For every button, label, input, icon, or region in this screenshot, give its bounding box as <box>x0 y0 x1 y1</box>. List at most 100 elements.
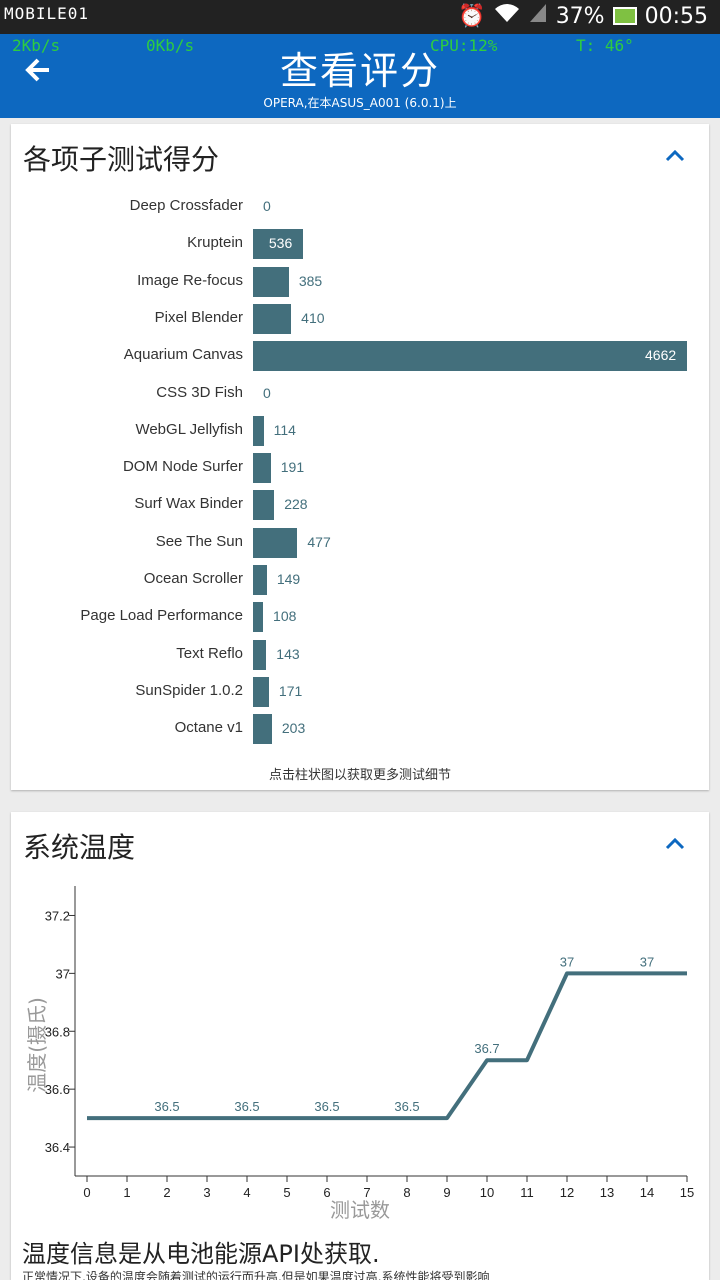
bar-category-label: Aquarium Canvas <box>123 346 243 364</box>
x-tick-label: 10 <box>480 1185 494 1200</box>
x-tick-label: 15 <box>680 1185 694 1200</box>
subtest-bar-row[interactable]: WebGL Jellyfish 114 <box>11 415 709 446</box>
overlay-download-speed: 0Kb/s <box>146 36 195 55</box>
subtest-bar-row[interactable]: CSS 3D Fish 0 <box>11 379 709 409</box>
bar-value-label: 410 <box>301 309 325 326</box>
bar-value-label: 0 <box>263 198 271 214</box>
data-point-label: 36.7 <box>474 1041 499 1056</box>
bar-category-label: DOM Node Surfer <box>122 458 243 476</box>
bar-value-label: 108 <box>273 608 297 625</box>
status-icons: ⏰ 37% 00:55 <box>458 2 708 30</box>
x-tick-label: 9 <box>443 1185 450 1200</box>
bar-value-label: 143 <box>276 645 300 662</box>
subtest-bar-row[interactable]: DOM Node Surfer 191 <box>11 453 709 484</box>
wifi-icon <box>494 2 520 30</box>
app-bar: 查看评分 OPERA,在本ASUS_A001 (6.0.1)上 <box>0 34 720 118</box>
subtest-bar-row[interactable]: SunSpider 1.0.2 171 <box>11 676 709 707</box>
bar-value-label: 0 <box>263 384 271 401</box>
bar[interactable] <box>253 303 292 334</box>
bar-category-label: Surf Wax Binder <box>134 495 243 513</box>
bar-value-label: 228 <box>284 496 308 513</box>
bar-value-label: 385 <box>298 272 323 289</box>
temperature-series-line <box>87 971 687 1121</box>
signal-icon <box>528 2 548 30</box>
chart-hint: 点击柱状图以获取更多测试细节 <box>268 768 451 783</box>
bar-category-label: Deep Crossfader <box>129 197 243 214</box>
temperature-heading: 系统温度 <box>23 831 136 864</box>
bar[interactable] <box>253 490 275 521</box>
bar-category-label: WebGL Jellyfish <box>135 420 243 438</box>
x-tick-label: 2 <box>163 1185 170 1200</box>
bar-value-label: 114 <box>273 421 296 438</box>
overlay-temperature: T: 46° <box>576 36 634 55</box>
collapse-chevron-icon[interactable] <box>661 830 689 858</box>
bar[interactable] <box>253 453 271 484</box>
bar-value-label: 536 <box>268 235 293 252</box>
page-subtitle: OPERA,在本ASUS_A001 (6.0.1)上 <box>263 96 457 110</box>
subtest-bar-row[interactable]: Page Load Performance 108 <box>11 602 709 633</box>
bar[interactable] <box>253 639 267 670</box>
bar[interactable] <box>253 602 264 633</box>
system-temperature-card: 系统温度 <box>11 812 709 1280</box>
subtest-bar-row[interactable]: Ocean Scroller 149 <box>11 565 709 595</box>
bar-value-label: 149 <box>276 571 301 587</box>
subtest-bar-row[interactable]: Octane v1 203 <box>11 714 709 745</box>
x-tick-label: 12 <box>560 1185 574 1200</box>
bar[interactable] <box>253 527 298 558</box>
battery-percent: 37% <box>555 3 605 29</box>
bar-category-label: See The Sun <box>155 532 243 550</box>
subtest-bar-row[interactable]: Image Re-focus 385 <box>11 266 709 297</box>
x-tick-label: 3 <box>203 1185 210 1200</box>
bar-category-label: SunSpider 1.0.2 <box>135 681 243 699</box>
x-tick-label: 11 <box>520 1185 534 1200</box>
bar-category-label: Kruptein <box>187 234 243 252</box>
bar[interactable] <box>253 676 269 707</box>
y-tick-label: 36.4 <box>45 1140 70 1155</box>
y-axis-title: 温度(摄氏) <box>25 997 49 1093</box>
subtest-bar-row[interactable]: Text Reflo 143 <box>11 639 709 670</box>
subtest-bar-row[interactable]: Deep Crossfader 0 <box>11 192 709 222</box>
bar-value-label: 191 <box>280 459 305 476</box>
data-point-label: 37 <box>560 954 574 969</box>
subtest-bar-row[interactable]: Surf Wax Binder 228 <box>11 490 709 521</box>
bar[interactable] <box>253 229 303 260</box>
x-tick-label: 7 <box>363 1185 370 1200</box>
bar-category-label: Image Re-focus <box>137 271 243 289</box>
y-tick-label: 37 <box>56 966 70 981</box>
y-tick-label: 37.2 <box>45 908 70 923</box>
subtest-scores-card: 各项子测试得分 Deep Crossfader 0 Kruptein 536 Image… <box>11 124 709 790</box>
bar-category-label: Pixel Blender <box>154 308 243 326</box>
overlay-cpu: CPU:12% <box>430 36 498 55</box>
temperature-footnote-detail: 正常情况下,设备的温度会随着测试的运行而升高,但是如果温度过高,系统性能将受到影… <box>22 1270 490 1280</box>
x-tick-label: 5 <box>283 1185 290 1200</box>
y-tick-label: 36.6 <box>45 1082 70 1097</box>
scores-heading: 各项子测试得分 <box>23 143 220 176</box>
back-arrow-icon[interactable] <box>18 54 58 94</box>
data-point-label: 36.5 <box>394 1099 419 1114</box>
bar[interactable] <box>253 266 289 297</box>
x-tick-label: 6 <box>323 1185 330 1200</box>
x-tick-label: 4 <box>243 1185 250 1200</box>
bar-value-label: 171 <box>278 682 303 699</box>
subtest-bar-row[interactable]: Aquarium Canvas 4662 <box>11 341 709 372</box>
bar[interactable] <box>253 565 267 595</box>
x-tick-label: 14 <box>640 1185 654 1200</box>
subtest-bar-row[interactable]: Kruptein 536 <box>11 229 709 260</box>
page-title: 查看评分 <box>279 49 440 93</box>
subtest-bar-row[interactable]: See The Sun 477 <box>11 527 709 558</box>
collapse-chevron-icon[interactable] <box>661 142 689 170</box>
bar-value-label: 477 <box>307 533 331 550</box>
status-time: 00:55 <box>644 3 708 29</box>
bar-category-label: Page Load Performance <box>80 607 243 625</box>
bar-category-label: Octane v1 <box>174 719 243 737</box>
x-tick-label: 8 <box>403 1185 410 1200</box>
bar[interactable] <box>253 341 687 372</box>
subtest-bar-row[interactable]: Pixel Blender 410 <box>11 303 709 334</box>
alarm-icon: ⏰ <box>458 3 486 29</box>
x-tick-label: 0 <box>83 1185 90 1200</box>
bar[interactable] <box>253 714 272 745</box>
overlay-upload-speed: 2Kb/s <box>12 36 61 55</box>
bar[interactable] <box>253 415 264 446</box>
temperature-footnote: 温度信息是从电池能源API处获取. <box>22 1240 380 1268</box>
